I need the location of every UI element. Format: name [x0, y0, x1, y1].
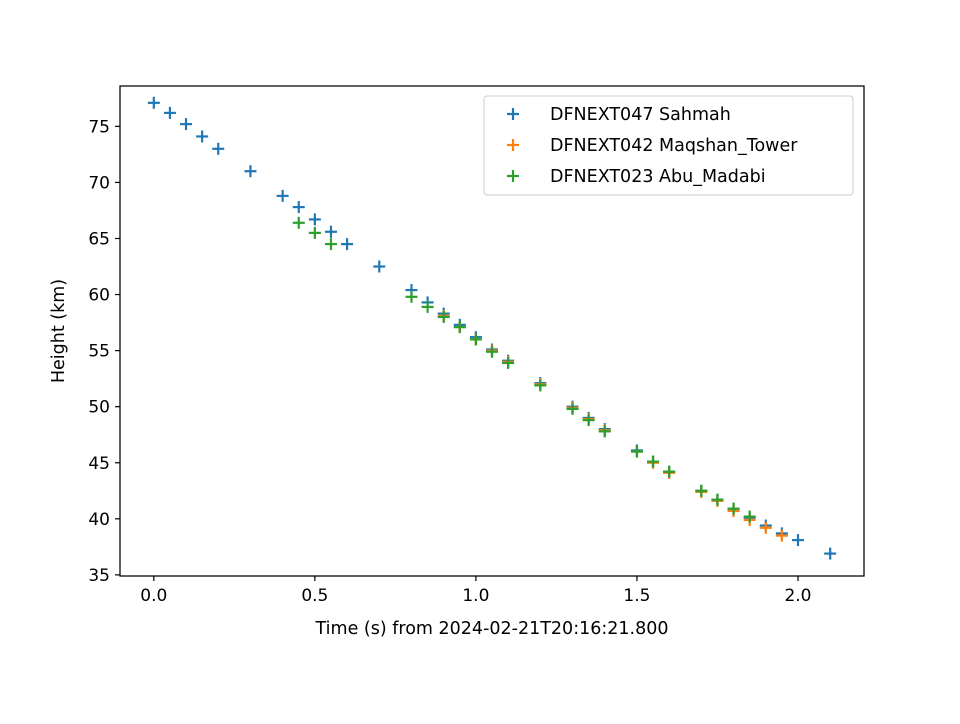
- x-tick-label: 0.5: [301, 586, 328, 606]
- data-point: [566, 402, 579, 415]
- data-point: [405, 290, 418, 303]
- y-tick-label: 45: [88, 454, 110, 474]
- y-axis-label: Height (km): [49, 279, 69, 383]
- data-point: [469, 333, 482, 346]
- x-tick-label: 1.0: [462, 586, 489, 606]
- y-tick-label: 50: [88, 398, 110, 418]
- legend-label: DFNEXT047 Sahmah: [550, 105, 731, 125]
- data-point: [711, 493, 724, 506]
- data-point: [759, 521, 772, 534]
- data-point: [437, 310, 450, 323]
- data-point: [180, 118, 193, 131]
- data-point: [824, 547, 837, 560]
- legend-entry-maqshan-tower: DFNEXT042 Maqshan_Tower: [507, 136, 798, 156]
- legend-entry-abu-madabi: DFNEXT023 Abu_Madabi: [507, 167, 766, 187]
- data-point: [791, 534, 804, 547]
- y-tick-label: 65: [88, 229, 110, 249]
- data-point: [308, 226, 321, 239]
- legend-entry-sahmah: DFNEXT047 Sahmah: [507, 105, 731, 125]
- legend-marker-plus: [507, 139, 519, 151]
- data-point: [276, 189, 289, 202]
- data-point: [630, 445, 643, 458]
- data-point: [743, 510, 756, 523]
- data-point: [502, 356, 515, 369]
- data-point: [292, 201, 305, 214]
- data-point: [421, 300, 434, 313]
- legend-marker-plus: [507, 170, 519, 182]
- data-point: [695, 484, 708, 497]
- data-point: [647, 455, 660, 468]
- data-point: [212, 142, 225, 155]
- series-2: [292, 216, 756, 523]
- data-point: [453, 321, 466, 334]
- legend-marker: [507, 139, 519, 151]
- y-tick-label: 55: [88, 342, 110, 362]
- y-tick-label: 75: [88, 117, 110, 137]
- legend-label: DFNEXT023 Abu_Madabi: [550, 167, 766, 187]
- plot-frame: [119, 85, 865, 577]
- y-tick-label: 70: [88, 173, 110, 193]
- data-point: [598, 425, 611, 438]
- y-tick-label: 60: [88, 286, 110, 306]
- legend-label: DFNEXT042 Maqshan_Tower: [550, 136, 798, 156]
- data-point: [196, 130, 209, 143]
- data-point: [534, 379, 547, 392]
- data-point: [292, 216, 305, 229]
- series-layer: [147, 96, 837, 560]
- x-tick-label: 2.0: [784, 586, 811, 606]
- y-tick-label: 40: [88, 510, 110, 530]
- x-axis-ticks: 0.0 0.5 1.0 1.5 2.0: [140, 576, 811, 606]
- legend-marker: [507, 108, 519, 120]
- x-tick-label: 1.5: [623, 586, 650, 606]
- x-tick-label: 0.0: [140, 586, 167, 606]
- data-point: [308, 213, 321, 226]
- y-tick-label: 35: [88, 566, 110, 586]
- y-axis-ticks: 35 40 45 50 55 60 65 70 75: [88, 117, 120, 586]
- data-point: [775, 529, 788, 542]
- x-axis-label: Time (s) from 2024-02-21T20:16:21.800: [315, 619, 669, 639]
- data-point: [373, 260, 386, 273]
- data-point: [324, 225, 337, 238]
- data-point: [341, 238, 354, 251]
- data-point: [163, 106, 176, 119]
- data-point: [663, 465, 676, 478]
- data-point: [486, 345, 498, 358]
- data-point: [147, 96, 160, 109]
- legend: DFNEXT047 Sahmah DFNEXT042 Maqshan_Tower…: [483, 95, 854, 196]
- legend-marker-plus: [507, 108, 519, 120]
- data-point: [727, 502, 740, 515]
- legend-box: [483, 95, 854, 196]
- data-point: [582, 414, 595, 427]
- legend-marker: [507, 170, 519, 182]
- data-point: [244, 165, 257, 178]
- data-point: [324, 238, 337, 251]
